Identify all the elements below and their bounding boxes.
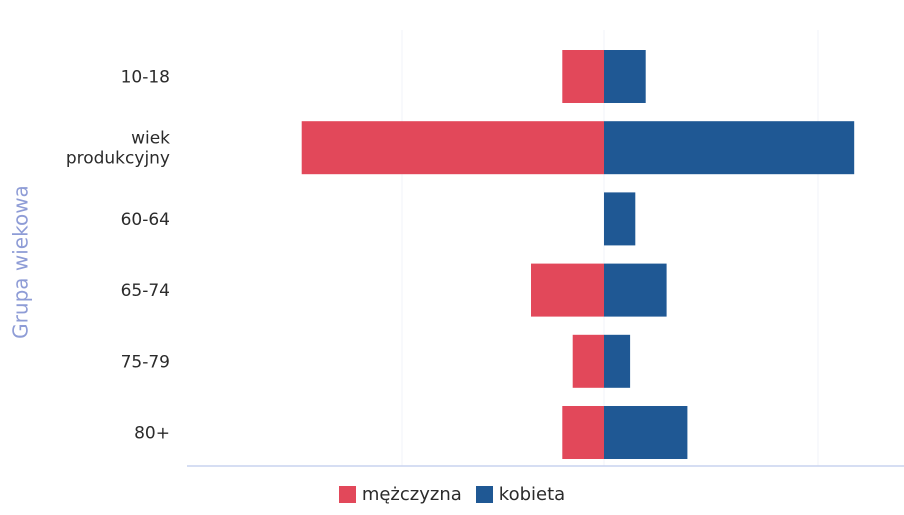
bar-female-1[interactable] <box>604 121 855 175</box>
bar-female-0[interactable] <box>604 50 646 103</box>
bar-female-5[interactable] <box>604 406 688 459</box>
category-label: 80+ <box>134 424 170 444</box>
bar-female-3[interactable] <box>604 263 667 317</box>
legend-swatch-male <box>338 486 356 503</box>
legend-label-male: mężczyzna <box>361 484 462 505</box>
bar-male-4[interactable] <box>572 334 604 388</box>
y-axis-label: Grupa wiekowa <box>9 185 33 339</box>
bars-layer <box>301 50 855 459</box>
category-labels: 10-18 wiek produkcyjny 60-64 65-74 75-79 80+ <box>66 68 170 444</box>
category-label: 60-64 <box>121 210 170 230</box>
bar-male-5[interactable] <box>562 406 604 459</box>
legend-item-male[interactable]: mężczyzna <box>338 484 462 505</box>
category-label: 75-79 <box>121 352 170 372</box>
bar-male-3[interactable] <box>531 263 604 317</box>
bar-male-0[interactable] <box>562 50 604 103</box>
category-label: 65-74 <box>121 281 170 301</box>
legend: mężczyzna kobieta <box>0 484 904 505</box>
legend-label-female: kobieta <box>498 484 566 505</box>
bar-male-1[interactable] <box>301 121 604 175</box>
bar-female-2[interactable] <box>604 192 636 246</box>
legend-item-female[interactable]: kobieta <box>475 484 566 505</box>
bar-female-4[interactable] <box>604 334 631 388</box>
category-label: 10-18 <box>121 68 170 88</box>
category-label: wiek produkcyjny <box>66 129 170 169</box>
legend-swatch-female <box>475 486 493 503</box>
